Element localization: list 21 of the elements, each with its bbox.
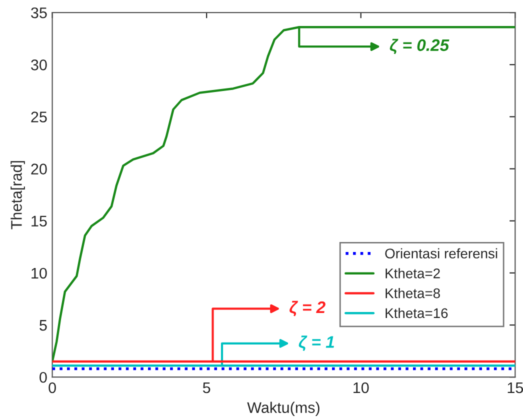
y-tick-label: 5 xyxy=(40,320,47,331)
annotation: ζ = 1 xyxy=(298,336,334,351)
y-tick-label: 0 xyxy=(40,372,47,383)
legend-label: Ktheta=16 xyxy=(386,308,448,318)
y-axis-title: Theta[rad] xyxy=(10,161,25,230)
x-tick-label: 5 xyxy=(202,382,210,394)
y-tick-label: 20 xyxy=(31,164,47,174)
y-tick-label: 10 xyxy=(32,268,47,279)
legend-label: Ktheta=2 xyxy=(386,268,440,278)
x-tick-label: 0 xyxy=(48,382,56,394)
x-axis-title: Waktu(ms) xyxy=(247,402,320,416)
legend-label: Ktheta=8 xyxy=(386,288,440,298)
x-tick-label: 15 xyxy=(508,382,523,394)
y-tick-label: 25 xyxy=(31,112,47,122)
annotation: ζ = 0.25 xyxy=(390,38,450,54)
y-tick-label: 35 xyxy=(31,7,47,18)
annotation: ζ = 2 xyxy=(290,300,326,316)
x-tick-label: 10 xyxy=(354,382,369,394)
legend-label: Orientasi referensi xyxy=(385,248,498,258)
y-tick-label: 15 xyxy=(32,216,47,227)
y-tick-label: 30 xyxy=(31,60,47,70)
